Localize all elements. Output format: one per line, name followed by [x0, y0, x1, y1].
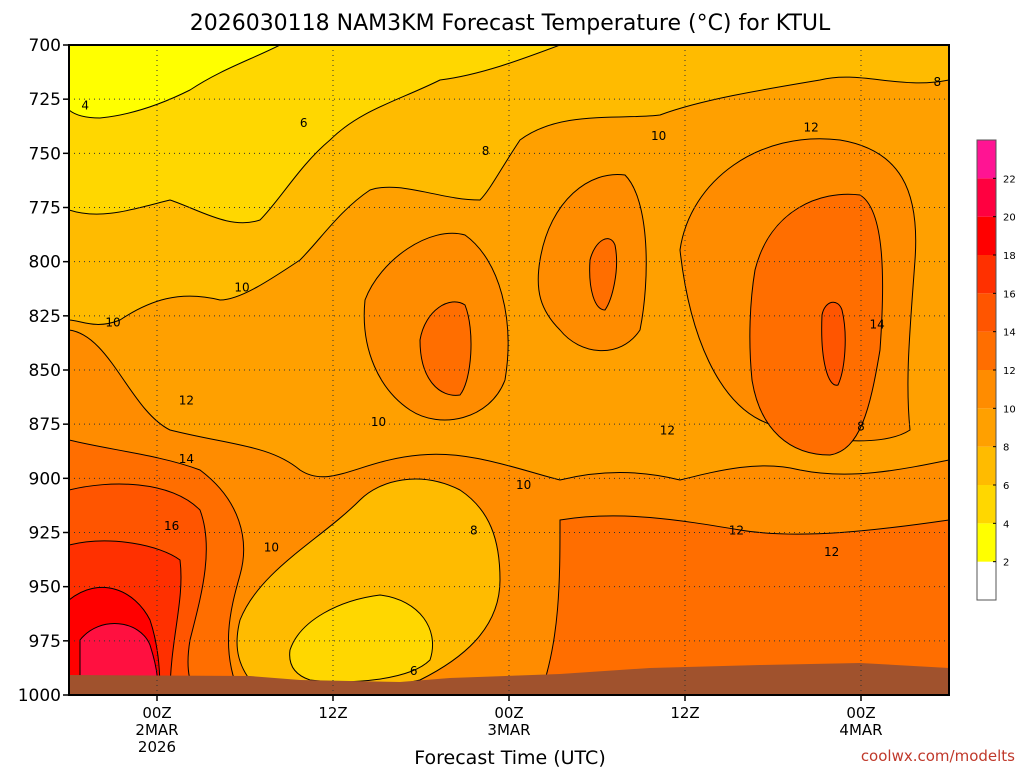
x-tick-label: 12Z: [670, 704, 699, 722]
colorbar-segment: [977, 485, 996, 524]
contour-label: 16: [164, 519, 179, 533]
contour-label: 6: [410, 664, 418, 678]
colorbar: 2 4 6 8 10 12 14 16 18 20 22: [976, 139, 1016, 601]
y-tick-label: 700: [29, 36, 61, 56]
colorbar-label: 6: [1003, 481, 1009, 492]
colorbar-label: 4: [1003, 519, 1009, 530]
x-tick-label: 2MAR: [135, 721, 178, 739]
contour-label: 12: [179, 393, 194, 407]
contour-label: 12: [803, 120, 818, 134]
credit-link[interactable]: coolwx.com/modelts: [861, 747, 1015, 765]
colorbar-segment: [977, 370, 996, 409]
band-2-4: [69, 45, 281, 119]
y-tick-label: 1000: [18, 686, 61, 706]
colorbar-segment: [977, 255, 996, 294]
contour-label: 12: [824, 545, 839, 559]
contour-labels: 4 6 8 10 12 8 10 10 14 12 10 12 8 14 10 10 16 8 12 12 6: [81, 75, 941, 678]
y-axis: 700 725 750 775 800 825 850 875 900 925 950 975 1000: [18, 36, 69, 706]
contour-label: 10: [234, 281, 249, 295]
contour-label: 10: [516, 478, 531, 492]
chart-title: 2026030118 NAM3KM Forecast Temperature (…: [190, 11, 831, 36]
y-tick-label: 800: [29, 253, 61, 273]
contour-label: 10: [105, 315, 120, 329]
contour-label: 14: [179, 452, 194, 466]
colorbar-label: 20: [1003, 213, 1016, 224]
colorbar-segment: [977, 216, 996, 255]
contour-label: 10: [371, 415, 386, 429]
colorbar-label: 22: [1003, 174, 1016, 185]
contour-label: 6: [300, 116, 308, 130]
colorbar-segment: [977, 178, 996, 217]
contour-label: 8: [857, 419, 865, 433]
contour-label: 12: [729, 523, 744, 537]
colorbar-segment: [977, 408, 996, 447]
contour-label: 12: [660, 424, 675, 438]
x-tick-label: 00Z: [846, 704, 875, 722]
colorbar-segment: [977, 293, 996, 332]
contour-label: 10: [264, 541, 279, 555]
contour-label: 8: [470, 523, 478, 537]
y-tick-label: 925: [29, 524, 61, 544]
colorbar-label: 2: [1003, 558, 1009, 569]
y-tick-label: 750: [29, 144, 61, 164]
y-tick-label: 900: [29, 469, 61, 489]
colorbar-segment: [977, 331, 996, 370]
y-tick-label: 775: [29, 199, 61, 219]
contour-label: 10: [651, 129, 666, 143]
contour-label: 8: [933, 75, 941, 89]
colorbar-label: 8: [1003, 443, 1009, 454]
y-tick-label: 950: [29, 578, 61, 598]
x-axis-label: Forecast Time (UTC): [414, 747, 605, 768]
colorbar-label: 16: [1003, 289, 1016, 300]
x-tick-label: 2026: [138, 738, 176, 756]
y-tick-label: 975: [29, 632, 61, 652]
colorbar-segment: [977, 561, 996, 600]
contour-label: 8: [482, 144, 490, 158]
contour-label: 4: [81, 99, 89, 113]
x-tick-label: 00Z: [494, 704, 523, 722]
colorbar-label: 12: [1003, 366, 1016, 377]
y-tick-label: 825: [29, 307, 61, 327]
colorbar-segment: [977, 523, 996, 562]
colorbar-label: 18: [1003, 251, 1016, 262]
x-tick-label: 00Z: [142, 704, 171, 722]
colorbar-label: 14: [1003, 328, 1016, 339]
y-tick-label: 850: [29, 361, 61, 381]
x-tick-label: 4MAR: [839, 721, 882, 739]
y-tick-label: 725: [29, 90, 61, 110]
x-tick-label: 3MAR: [487, 721, 530, 739]
x-tick-label: 12Z: [318, 704, 347, 722]
colorbar-segment: [977, 140, 996, 179]
colorbar-segment: [977, 446, 996, 485]
contour-label: 14: [869, 318, 884, 332]
y-tick-label: 875: [29, 415, 61, 435]
ground: [69, 663, 949, 695]
colorbar-label: 10: [1003, 404, 1016, 415]
